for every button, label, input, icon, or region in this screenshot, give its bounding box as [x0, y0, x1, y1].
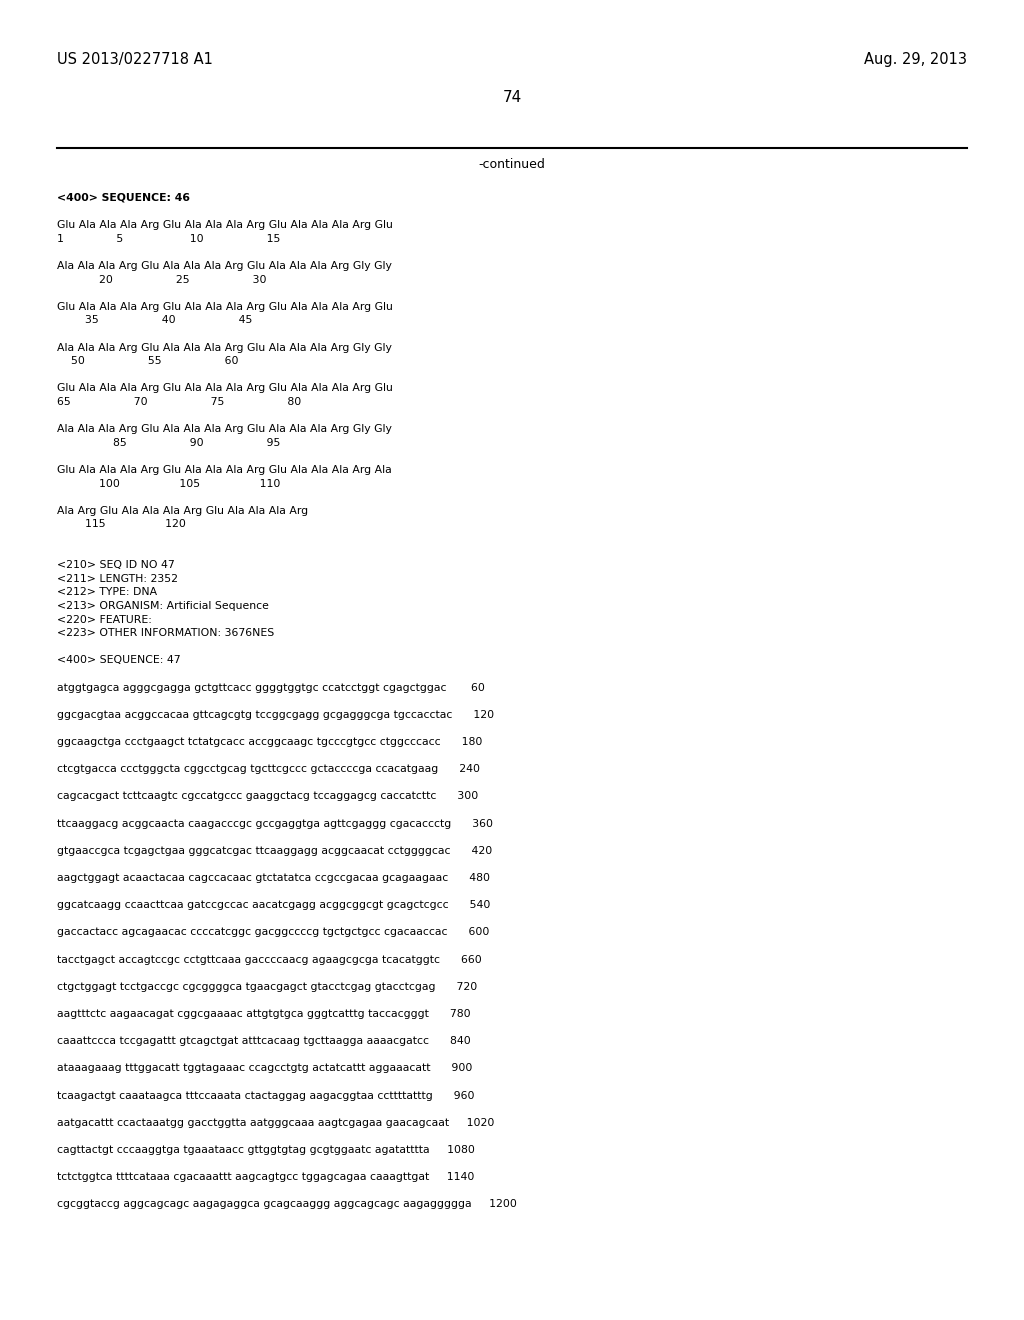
Text: 100                 105                 110: 100 105 110: [57, 479, 281, 488]
Text: US 2013/0227718 A1: US 2013/0227718 A1: [57, 51, 213, 67]
Text: <213> ORGANISM: Artificial Sequence: <213> ORGANISM: Artificial Sequence: [57, 601, 269, 611]
Text: <211> LENGTH: 2352: <211> LENGTH: 2352: [57, 574, 178, 583]
Text: tacctgagct accagtccgc cctgttcaaa gaccccaacg agaagcgcga tcacatggtc      660: tacctgagct accagtccgc cctgttcaaa gacccca…: [57, 954, 481, 965]
Text: tcaagactgt caaataagca tttccaaata ctactaggag aagacggtaa ccttttatttg      960: tcaagactgt caaataagca tttccaaata ctactag…: [57, 1090, 474, 1101]
Text: <400> SEQUENCE: 47: <400> SEQUENCE: 47: [57, 656, 180, 665]
Text: Ala Ala Ala Arg Glu Ala Ala Ala Arg Glu Ala Ala Ala Arg Gly Gly: Ala Ala Ala Arg Glu Ala Ala Ala Arg Glu …: [57, 261, 392, 271]
Text: 85                  90                  95: 85 90 95: [57, 438, 281, 447]
Text: cagcacgact tcttcaagtc cgccatgccc gaaggctacg tccaggagcg caccatcttc      300: cagcacgact tcttcaagtc cgccatgccc gaaggct…: [57, 792, 478, 801]
Text: 50                  55                  60: 50 55 60: [57, 356, 239, 366]
Text: <220> FEATURE:: <220> FEATURE:: [57, 615, 152, 624]
Text: Glu Ala Ala Ala Arg Glu Ala Ala Ala Arg Glu Ala Ala Ala Arg Ala: Glu Ala Ala Ala Arg Glu Ala Ala Ala Arg …: [57, 465, 392, 475]
Text: aagctggagt acaactacaa cagccacaac gtctatatca ccgccgacaa gcagaagaac      480: aagctggagt acaactacaa cagccacaac gtctata…: [57, 873, 490, 883]
Text: Glu Ala Ala Ala Arg Glu Ala Ala Ala Arg Glu Ala Ala Ala Arg Glu: Glu Ala Ala Ala Arg Glu Ala Ala Ala Arg …: [57, 383, 393, 393]
Text: ggcgacgtaa acggccacaa gttcagcgtg tccggcgagg gcgagggcga tgccacctac      120: ggcgacgtaa acggccacaa gttcagcgtg tccggcg…: [57, 710, 495, 719]
Text: ggcatcaagg ccaacttcaa gatccgccac aacatcgagg acggcggcgt gcagctcgcc      540: ggcatcaagg ccaacttcaa gatccgccac aacatcg…: [57, 900, 490, 911]
Text: <210> SEQ ID NO 47: <210> SEQ ID NO 47: [57, 560, 175, 570]
Text: aatgacattt ccactaaatgg gacctggtta aatgggcaaa aagtcgagaa gaacagcaat     1020: aatgacattt ccactaaatgg gacctggtta aatggg…: [57, 1118, 495, 1127]
Text: ggcaagctga ccctgaagct tctatgcacc accggcaagc tgcccgtgcc ctggcccacc      180: ggcaagctga ccctgaagct tctatgcacc accggca…: [57, 737, 482, 747]
Text: <212> TYPE: DNA: <212> TYPE: DNA: [57, 587, 157, 598]
Text: 20                  25                  30: 20 25 30: [57, 275, 266, 285]
Text: 115                 120: 115 120: [57, 519, 186, 529]
Text: ttcaaggacg acggcaacta caagacccgc gccgaggtga agttcgaggg cgacaccctg      360: ttcaaggacg acggcaacta caagacccgc gccgagg…: [57, 818, 493, 829]
Text: atggtgagca agggcgagga gctgttcacc ggggtggtgc ccatcctggt cgagctggac       60: atggtgagca agggcgagga gctgttcacc ggggtgg…: [57, 682, 485, 693]
Text: Ala Arg Glu Ala Ala Ala Arg Glu Ala Ala Ala Arg: Ala Arg Glu Ala Ala Ala Arg Glu Ala Ala …: [57, 506, 308, 516]
Text: Ala Ala Ala Arg Glu Ala Ala Ala Arg Glu Ala Ala Ala Arg Gly Gly: Ala Ala Ala Arg Glu Ala Ala Ala Arg Glu …: [57, 424, 392, 434]
Text: gaccactacc agcagaacac ccccatcggc gacggccccg tgctgctgcc cgacaaccac      600: gaccactacc agcagaacac ccccatcggc gacggcc…: [57, 928, 489, 937]
Text: cagttactgt cccaaggtga tgaaataacc gttggtgtag gcgtggaatc agatatttta     1080: cagttactgt cccaaggtga tgaaataacc gttggtg…: [57, 1144, 475, 1155]
Text: Glu Ala Ala Ala Arg Glu Ala Ala Ala Arg Glu Ala Ala Ala Arg Glu: Glu Ala Ala Ala Arg Glu Ala Ala Ala Arg …: [57, 302, 393, 312]
Text: 35                  40                  45: 35 40 45: [57, 315, 252, 326]
Text: gtgaaccgca tcgagctgaa gggcatcgac ttcaaggagg acggcaacat cctggggcac      420: gtgaaccgca tcgagctgaa gggcatcgac ttcaagg…: [57, 846, 493, 855]
Text: <400> SEQUENCE: 46: <400> SEQUENCE: 46: [57, 193, 190, 203]
Text: ctgctggagt tcctgaccgc cgcggggca tgaacgagct gtacctcgag gtacctcgag      720: ctgctggagt tcctgaccgc cgcggggca tgaacgag…: [57, 982, 477, 991]
Text: cgcggtaccg aggcagcagc aagagaggca gcagcaaggg aggcagcagc aagaggggga     1200: cgcggtaccg aggcagcagc aagagaggca gcagcaa…: [57, 1200, 517, 1209]
Text: aagtttctc aagaacagat cggcgaaaac attgtgtgca gggtcatttg taccacgggt      780: aagtttctc aagaacagat cggcgaaaac attgtgtg…: [57, 1008, 471, 1019]
Text: Aug. 29, 2013: Aug. 29, 2013: [864, 51, 967, 67]
Text: caaattccca tccgagattt gtcagctgat atttcacaag tgcttaagga aaaacgatcc      840: caaattccca tccgagattt gtcagctgat atttcac…: [57, 1036, 471, 1047]
Text: 1               5                   10                  15: 1 5 10 15: [57, 234, 281, 244]
Text: 74: 74: [503, 90, 521, 106]
Text: <223> OTHER INFORMATION: 3676NES: <223> OTHER INFORMATION: 3676NES: [57, 628, 274, 638]
Text: 65                  70                  75                  80: 65 70 75 80: [57, 397, 301, 407]
Text: tctctggtca ttttcataaa cgacaaattt aagcagtgcc tggagcagaa caaagttgat     1140: tctctggtca ttttcataaa cgacaaattt aagcagt…: [57, 1172, 474, 1183]
Text: Glu Ala Ala Ala Arg Glu Ala Ala Ala Arg Glu Ala Ala Ala Arg Glu: Glu Ala Ala Ala Arg Glu Ala Ala Ala Arg …: [57, 220, 393, 230]
Text: ctcgtgacca ccctgggcta cggcctgcag tgcttcgccc gctaccccga ccacatgaag      240: ctcgtgacca ccctgggcta cggcctgcag tgcttcg…: [57, 764, 480, 775]
Text: Ala Ala Ala Arg Glu Ala Ala Ala Arg Glu Ala Ala Ala Arg Gly Gly: Ala Ala Ala Arg Glu Ala Ala Ala Arg Glu …: [57, 343, 392, 352]
Text: -continued: -continued: [478, 158, 546, 172]
Text: ataaagaaag tttggacatt tggtagaaac ccagcctgtg actatcattt aggaaacatt      900: ataaagaaag tttggacatt tggtagaaac ccagcct…: [57, 1064, 472, 1073]
